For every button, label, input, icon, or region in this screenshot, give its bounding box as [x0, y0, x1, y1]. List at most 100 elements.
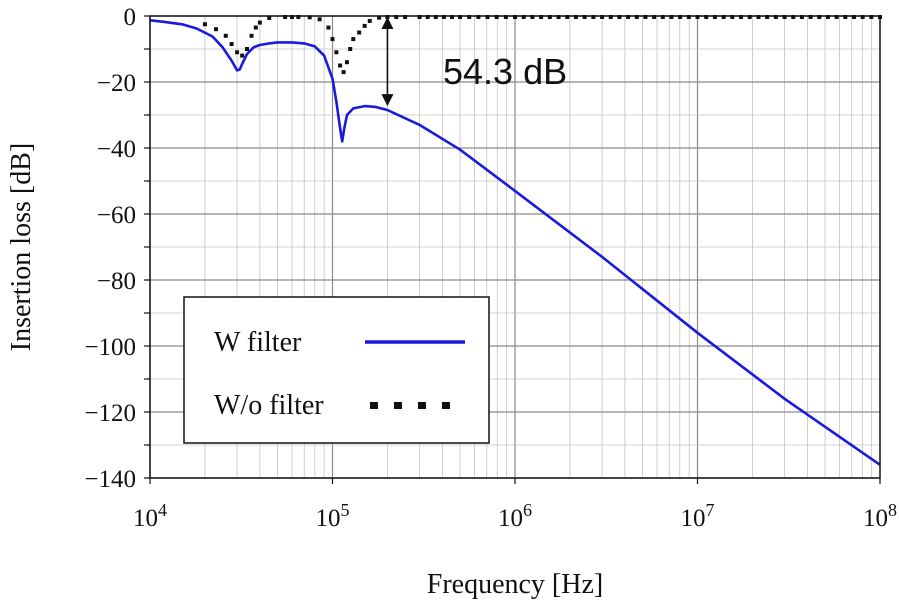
without-filter-dot: [348, 47, 353, 51]
without-filter-dot: [267, 15, 272, 20]
without-filter-dot: [521, 14, 526, 19]
without-filter-dot: [317, 17, 322, 22]
without-filter-dot: [556, 14, 561, 19]
without-filter-dot: [326, 25, 331, 30]
annotation-arrow-head-down: [381, 94, 394, 107]
without-filter-dot: [660, 14, 665, 19]
legend-box: [183, 296, 490, 444]
without-filter-dot: [367, 18, 372, 23]
without-filter-dot: [851, 14, 856, 19]
without-filter-dot: [503, 14, 508, 19]
without-filter-dot: [494, 14, 499, 19]
x-tick-label: 107: [681, 500, 715, 532]
legend-dotted-swatch: [418, 402, 426, 409]
without-filter-dot: [547, 14, 552, 19]
y-tick-label: −140: [84, 466, 136, 493]
x-tick-label: 105: [316, 500, 350, 532]
without-filter-dot: [782, 14, 787, 19]
without-filter-dot: [860, 14, 865, 19]
without-filter-dot: [539, 14, 544, 19]
without-filter-dot: [686, 14, 691, 19]
y-tick-label: 0: [124, 4, 137, 31]
plot-series: [149, 14, 882, 466]
x-tick-label: 106: [498, 500, 532, 532]
without-filter-dot: [307, 15, 312, 20]
without-filter-dot: [634, 14, 639, 19]
without-filter-dot: [617, 14, 622, 19]
y-tick-label: −120: [84, 400, 136, 427]
without-filter-dot: [377, 15, 382, 20]
without-filter-dot: [425, 14, 430, 19]
legend-label: W filter: [214, 327, 302, 358]
without-filter-dot: [791, 14, 796, 19]
without-filter-dot: [403, 14, 408, 19]
without-filter-dot: [530, 14, 535, 19]
without-filter-dot: [834, 14, 839, 19]
without-filter-dot: [394, 14, 399, 19]
without-filter-dot: [799, 14, 804, 19]
without-filter-dot: [712, 14, 717, 19]
without-filter-dot: [721, 14, 726, 19]
without-filter-dot: [449, 14, 454, 19]
without-filter-dot: [357, 30, 362, 35]
without-filter-dot: [608, 14, 613, 19]
without-filter-dot: [244, 47, 249, 51]
without-filter-dot: [513, 14, 517, 19]
without-filter-dot: [344, 60, 349, 65]
without-filter-dot: [695, 14, 700, 19]
without-filter-dot: [458, 14, 463, 19]
annotation-label: 54.3 dB: [443, 51, 567, 92]
y-tick-label: −20: [97, 70, 136, 97]
legend-dotted-swatch: [394, 402, 402, 409]
without-filter-dot: [417, 14, 422, 19]
axis-ticks: 0 −20 −40 −60 −80 −100 −120 −140 104 105 106 107 108: [84, 4, 897, 532]
legend-dotted-swatch: [442, 402, 450, 409]
without-filter-dot: [362, 23, 367, 28]
y-tick-label: −60: [97, 202, 136, 229]
without-filter-dot: [573, 14, 578, 19]
without-filter-dot: [843, 14, 848, 19]
without-filter-dot: [704, 14, 709, 19]
without-filter-dot: [756, 14, 761, 19]
without-filter-dot: [565, 14, 570, 19]
y-tick-label: −40: [97, 136, 136, 163]
without-filter-dot: [591, 14, 596, 19]
without-filter-dot: [817, 14, 822, 19]
legend: W filter W/o filter: [183, 296, 490, 444]
x-tick-label: 108: [863, 500, 897, 532]
without-filter-dot: [582, 14, 587, 19]
without-filter-dot: [341, 70, 346, 75]
without-filter-dot: [678, 14, 683, 19]
without-filter-dot: [202, 22, 207, 27]
legend-label: W/o filter: [214, 390, 324, 421]
without-filter-dot: [235, 50, 240, 55]
without-filter-dot: [249, 33, 254, 38]
without-filter-dot: [283, 14, 288, 19]
without-filter-dot: [652, 14, 657, 19]
without-filter-dot: [338, 63, 343, 68]
y-tick-label: −100: [84, 334, 136, 361]
without-filter-dot: [257, 20, 262, 25]
without-filter-dot: [433, 14, 438, 19]
without-filter-dot: [825, 14, 830, 19]
without-filter-dot: [290, 14, 295, 19]
without-filter-dot: [485, 14, 490, 19]
legend-dotted-swatch: [370, 402, 378, 409]
without-filter-dot: [330, 37, 335, 42]
annotation: 54.3 dB: [381, 16, 567, 107]
without-filter-dot: [626, 14, 631, 19]
without-filter-dot: [467, 14, 472, 19]
without-filter-dot: [240, 53, 245, 58]
annotation-arrow-head-up: [381, 16, 394, 29]
without-filter-dot: [869, 14, 874, 19]
without-filter-dot: [253, 25, 258, 30]
without-filter-dot: [739, 14, 744, 19]
without-filter-dot: [229, 42, 234, 47]
y-axis-title: Insertion loss [dB]: [6, 143, 37, 351]
without-filter-dot: [730, 14, 735, 19]
without-filter-dot: [773, 14, 778, 19]
without-filter-dot: [765, 14, 770, 19]
without-filter-dot: [334, 50, 339, 55]
x-axis-title: Frequency [Hz]: [427, 569, 603, 600]
